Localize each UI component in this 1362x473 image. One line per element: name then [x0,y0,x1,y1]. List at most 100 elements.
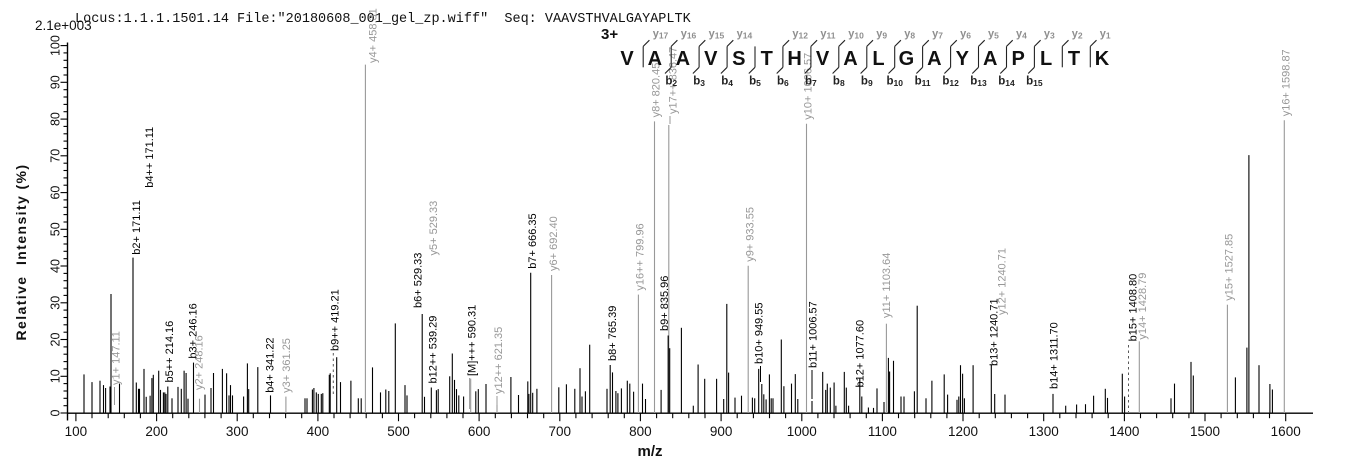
svg-text:y5: y5 [988,28,999,41]
svg-text:S: S [732,48,745,70]
svg-text:10: 10 [48,369,62,383]
svg-text:y2: y2 [1072,28,1083,41]
svg-text:60: 60 [48,186,62,200]
svg-text:y17: y17 [653,28,669,41]
svg-text:b13+ 1240.71: b13+ 1240.71 [989,298,1001,366]
svg-text:b12+ 1077.60: b12+ 1077.60 [854,320,866,388]
svg-text:b9++ 419.21: b9++ 419.21 [330,289,342,351]
svg-text:A: A [843,48,857,70]
svg-text:y10+ 1006.57: y10+ 1006.57 [803,53,815,120]
svg-text:70: 70 [48,149,62,163]
svg-text:b11: b11 [915,76,931,89]
svg-text:L: L [872,48,884,70]
svg-text:600: 600 [468,424,491,439]
svg-text:20: 20 [48,333,62,347]
svg-text:1400: 1400 [1109,424,1139,439]
svg-text:b6+ 529.33: b6+ 529.33 [413,253,425,308]
svg-text:L: L [1040,48,1052,70]
svg-text:y14: y14 [737,28,753,41]
svg-text:y12++ 621.35: y12++ 621.35 [493,327,505,394]
svg-text:b7+ 666.35: b7+ 666.35 [527,213,539,268]
svg-text:y7: y7 [932,28,943,41]
svg-text:y2+ 248.16: y2+ 248.16 [194,335,206,390]
svg-text:3+: 3+ [601,26,618,43]
svg-text:T: T [1068,48,1080,70]
svg-text:1500: 1500 [1190,424,1220,439]
svg-text:y12+ 1240.71: y12+ 1240.71 [996,248,1008,315]
svg-text:y14+ 1428.79: y14+ 1428.79 [1137,273,1149,340]
svg-text:1100: 1100 [868,424,897,439]
svg-text:b2+ 171.11: b2+ 171.11 [131,200,143,255]
svg-text:0: 0 [48,409,62,416]
svg-text:b10+ 949.55: b10+ 949.55 [754,303,766,364]
svg-text:700: 700 [549,424,572,439]
svg-text:b6: b6 [777,76,789,89]
svg-text:80: 80 [48,112,62,126]
svg-text:y6: y6 [960,28,971,41]
svg-text:b9+ 835.96: b9+ 835.96 [659,276,671,331]
svg-text:y15+ 1527.85: y15+ 1527.85 [1224,234,1236,301]
svg-text:y4: y4 [1016,28,1027,41]
svg-text:A: A [927,48,941,70]
svg-text:K: K [1095,48,1110,70]
svg-text:V: V [704,48,718,70]
svg-text:b14: b14 [998,76,1015,89]
svg-text:b2: b2 [665,76,677,89]
svg-text:y16+ 1598.87: y16+ 1598.87 [1281,49,1293,116]
svg-text:Y: Y [956,48,970,70]
svg-text:y3+ 361.25: y3+ 361.25 [281,338,293,393]
svg-text:A: A [648,48,662,70]
svg-text:b14+ 1311.70: b14+ 1311.70 [1049,322,1061,389]
svg-text:b4++ 171.11: b4++ 171.11 [144,127,156,188]
svg-text:T: T [761,48,773,70]
svg-text:b7: b7 [805,76,817,89]
svg-text:y12: y12 [792,28,808,41]
svg-text:b12++ 539.29: b12++ 539.29 [428,316,440,384]
svg-text:2.1e+003: 2.1e+003 [35,18,92,33]
svg-text:y10: y10 [848,28,864,41]
svg-text:Relative Intensity (%): Relative Intensity (%) [13,164,29,341]
svg-text:y9: y9 [876,28,887,41]
svg-text:400: 400 [307,424,330,439]
svg-text:1600: 1600 [1271,424,1301,439]
svg-text:y16++ 799.96: y16++ 799.96 [635,223,647,290]
svg-text:y6+ 692.40: y6+ 692.40 [548,216,560,271]
svg-text:P: P [1012,48,1025,70]
svg-text:100: 100 [65,424,88,439]
svg-text:b8+ 765.39: b8+ 765.39 [607,306,619,361]
svg-text:b10: b10 [886,76,903,89]
svg-text:300: 300 [226,424,249,439]
svg-text:50: 50 [48,222,62,236]
svg-text:G: G [899,48,915,70]
svg-text:H: H [787,48,801,70]
svg-text:b11+ 1006.57: b11+ 1006.57 [808,301,820,368]
svg-text:A: A [676,48,690,70]
svg-text:800: 800 [629,424,652,439]
svg-text:b15: b15 [1026,76,1043,89]
svg-text:y16: y16 [681,28,697,41]
svg-text:Locus:1.1.1.1501.14 File:"2018: Locus:1.1.1.1501.14 File:"20180608_001_g… [75,12,692,27]
svg-text:y4+ 458.31: y4+ 458.31 [368,8,380,63]
svg-text:b15+ 1408.80: b15+ 1408.80 [1128,274,1140,342]
svg-text:y1+ 147.11: y1+ 147.11 [111,331,123,385]
svg-text:y8: y8 [904,28,915,41]
svg-text:100: 100 [48,35,62,56]
svg-text:b9: b9 [861,76,873,89]
svg-text:40: 40 [48,259,62,273]
svg-text:m/z: m/z [637,443,662,460]
svg-text:[M]+++ 590.31: [M]+++ 590.31 [467,305,479,376]
svg-text:b3+ 246.16: b3+ 246.16 [188,303,200,358]
svg-text:V: V [816,48,830,70]
svg-text:1300: 1300 [1029,424,1059,439]
svg-text:b12: b12 [942,76,959,89]
svg-text:900: 900 [710,424,733,439]
svg-text:1200: 1200 [948,424,978,439]
svg-text:y3: y3 [1044,28,1055,41]
svg-text:y8+ 820.45: y8+ 820.45 [651,63,663,118]
svg-text:y11: y11 [820,28,835,41]
svg-text:b13: b13 [970,76,987,89]
svg-text:500: 500 [387,424,410,439]
svg-text:b5: b5 [749,76,761,89]
svg-text:b5++ 214.16: b5++ 214.16 [164,321,176,383]
svg-text:b3: b3 [693,76,705,89]
